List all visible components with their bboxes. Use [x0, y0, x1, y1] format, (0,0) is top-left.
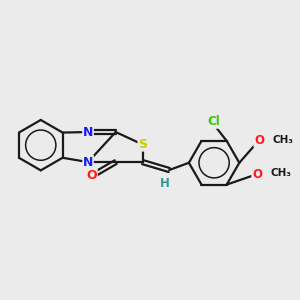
Text: Cl: Cl — [208, 115, 220, 128]
Text: S: S — [138, 138, 147, 151]
Text: O: O — [252, 168, 262, 181]
Text: O: O — [87, 169, 97, 182]
Text: CH₃: CH₃ — [272, 135, 293, 145]
Text: CH₃: CH₃ — [270, 169, 291, 178]
Text: N: N — [83, 125, 93, 139]
Text: H: H — [159, 177, 169, 190]
Text: N: N — [83, 156, 93, 169]
Text: O: O — [254, 134, 264, 147]
